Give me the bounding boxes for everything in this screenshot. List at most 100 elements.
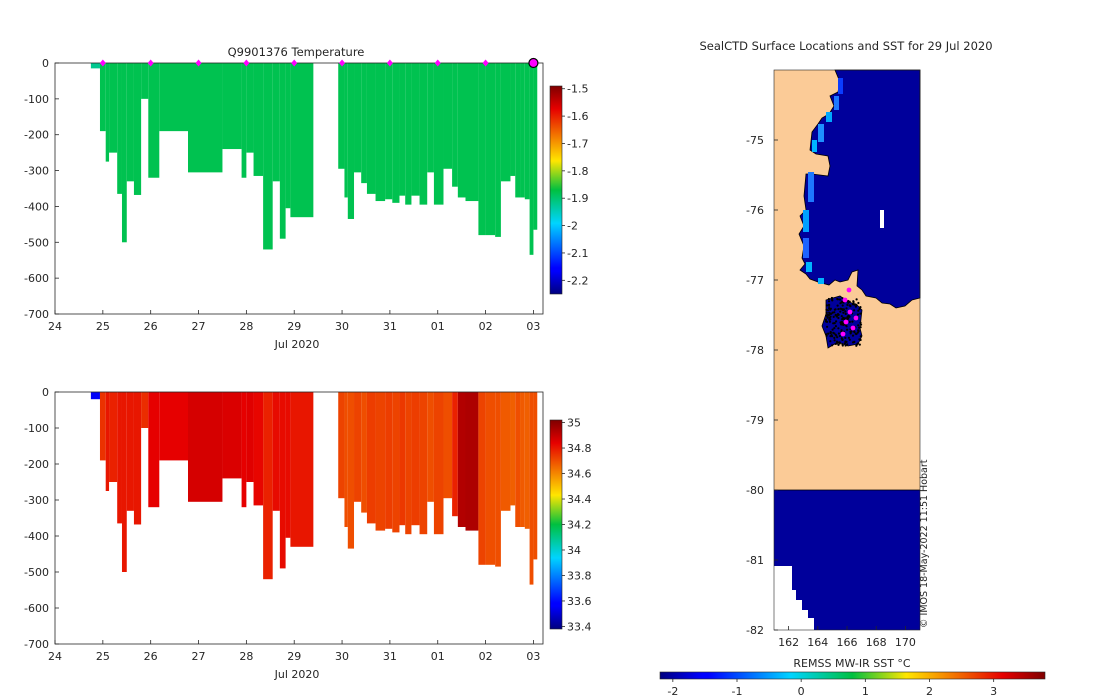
ctd-location-dot <box>827 297 831 301</box>
ctd-location-dot <box>836 336 839 339</box>
profile-cell <box>133 392 142 525</box>
profile-cell <box>452 392 458 517</box>
profile-cell <box>500 63 511 182</box>
temperature-title: Q9901376 Temperature <box>228 45 365 59</box>
x-tick-label: 02 <box>479 650 493 663</box>
x-tick-label: 30 <box>335 650 349 663</box>
ctd-location-dot <box>827 332 830 335</box>
profile-cell <box>338 392 345 499</box>
ctd-location-dot <box>846 343 849 346</box>
profile-cell <box>159 63 189 132</box>
sst-colorbar-tick-label: 1 <box>862 685 869 698</box>
profile-cell <box>354 63 362 173</box>
ctd-location-dot <box>847 299 850 303</box>
profile-cell <box>272 63 280 182</box>
ctd-location-dot <box>829 312 832 315</box>
ctd-location-dot <box>839 321 842 324</box>
profile-cell <box>246 392 254 482</box>
ctd-location-dot <box>855 344 858 347</box>
ctd-location-dot <box>833 322 836 325</box>
temperature-y-ticks: 0 -100 -200 -300 -400 -500 -600 -700 <box>24 57 59 321</box>
profile-cell <box>354 392 362 502</box>
map-x-tick-label: 170 <box>895 636 916 649</box>
ctd-location-dot <box>859 306 862 309</box>
x-tick-label: 01 <box>431 320 445 333</box>
ctd-location-dot <box>846 328 849 331</box>
profile-cell <box>485 63 496 236</box>
profile-cell <box>344 63 348 198</box>
profile-cell <box>385 392 393 529</box>
ctd-location-dot <box>826 325 829 328</box>
profile-cell <box>361 63 367 184</box>
ctd-location-dot <box>830 297 834 300</box>
profile-marker <box>434 59 441 67</box>
profile-cell <box>253 63 264 176</box>
colorbar-tick-label: -1.5 <box>567 83 588 96</box>
ctd-location-dot <box>834 325 838 328</box>
ctd-location-dot <box>857 324 860 327</box>
profile-cell <box>419 63 428 205</box>
ctd-location-dot <box>831 298 834 301</box>
ctd-location-dot <box>846 303 849 306</box>
profile-cell <box>109 392 118 482</box>
profile-cell <box>241 392 247 508</box>
ctd-location-dot <box>856 342 860 345</box>
ctd-location-dot <box>828 316 831 319</box>
profile-cell <box>148 63 160 178</box>
profile-cell <box>515 63 521 198</box>
profile-cell <box>405 392 412 535</box>
ctd-location-dot <box>831 335 834 338</box>
map-y-tick-label: -82 <box>746 624 764 637</box>
ctd-location-dot <box>824 318 828 321</box>
ctd-location-dot <box>828 318 831 321</box>
ctd-location-dot <box>848 320 851 323</box>
ctd-location-dot <box>837 316 840 320</box>
profile-cell <box>500 392 511 511</box>
profile-cell <box>510 392 516 506</box>
seal-ctd-locations <box>824 287 863 347</box>
x-tick-label: 29 <box>287 320 301 333</box>
profile-cell <box>121 63 127 243</box>
ctd-location-dot <box>829 330 832 334</box>
y-tick-label: -100 <box>24 422 49 435</box>
ctd-location-dot <box>836 298 840 301</box>
missing-data-region <box>774 566 814 630</box>
ctd-location-dot <box>826 309 830 312</box>
profile-cell <box>524 63 530 200</box>
profile-cell <box>290 392 314 547</box>
ctd-location-dot <box>829 335 832 338</box>
latest-ctd-location <box>853 315 859 321</box>
profile-cell <box>411 63 420 196</box>
profile-cell <box>90 392 100 400</box>
ctd-location-dot <box>840 307 843 310</box>
ctd-location-dot <box>851 303 854 306</box>
ctd-location-dot <box>836 304 839 307</box>
ctd-location-dot <box>858 307 861 311</box>
ctd-location-dot <box>844 344 847 347</box>
salinity-colorbar-ticks: 35 34.8 34.6 34.4 34.2 34 33.8 33.6 33.4 <box>562 417 592 633</box>
ctd-location-dot <box>838 341 841 344</box>
coastal-sst-band <box>803 78 884 284</box>
y-tick-label: -300 <box>24 494 49 507</box>
salinity-axes-frame <box>54 391 544 645</box>
x-tick-label: 03 <box>526 650 540 663</box>
profile-cell <box>443 63 453 169</box>
y-tick-label: -500 <box>24 566 49 579</box>
ctd-location-dot <box>835 320 838 323</box>
ctd-location-dot <box>834 313 838 316</box>
temperature-colorbar <box>549 85 563 295</box>
ctd-location-dot <box>835 315 839 318</box>
sst-colorbar-tick-label: -2 <box>667 685 678 698</box>
ctd-location-dot <box>847 317 850 320</box>
salinity-y-ticks: 0 -100 -200 -300 -400 -500 -600 -700 <box>24 386 59 651</box>
profile-cell <box>457 63 466 198</box>
colorbar-tick-label: 35 <box>567 417 581 430</box>
salinity-panel: 24 25 26 27 28 29 30 31 01 02 03 0 -100 -200 -300 -400… <box>24 386 591 681</box>
profile-cell <box>411 392 420 526</box>
profile-cell <box>159 392 189 461</box>
profile-cell <box>427 63 434 173</box>
y-tick-label: -400 <box>24 200 49 213</box>
x-tick-label: 26 <box>144 650 158 663</box>
sst-colorbar-tick-label: -1 <box>732 685 743 698</box>
